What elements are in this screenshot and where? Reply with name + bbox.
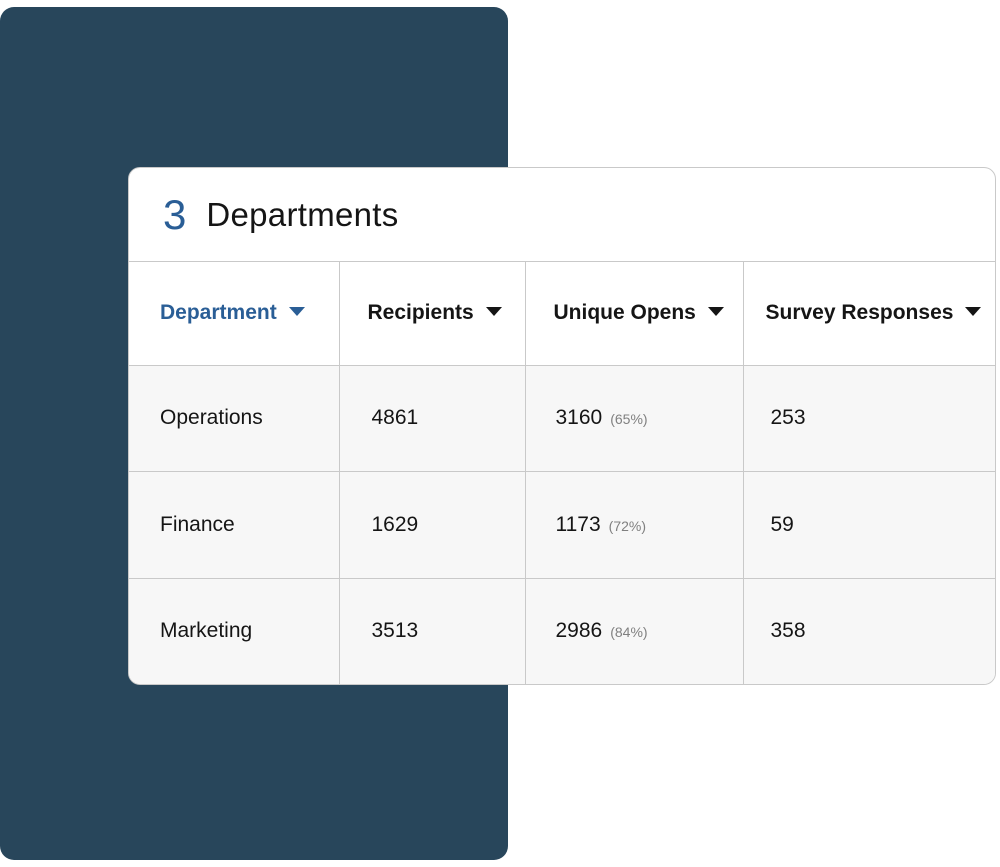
cell-department: Marketing (129, 578, 340, 684)
card-header: 3 Departments (129, 168, 995, 262)
opens-value: 2986 (555, 619, 603, 643)
cell-recipients: 4861 (339, 365, 526, 472)
table-header-row: Department Recipients Unique Opens Surve… (129, 262, 995, 366)
cell-recipients: 3513 (339, 578, 526, 684)
cell-unique-opens: 2986 (84%) (525, 578, 744, 684)
card-title: Departments (206, 196, 399, 233)
caret-down-icon (485, 307, 502, 317)
opens-value: 3160 (555, 406, 603, 429)
table-row: Operations 4861 3160 (65%) 253 (129, 365, 995, 472)
opens-value: 1173 (555, 512, 601, 536)
cell-unique-opens: 1173 (72%) (525, 471, 744, 579)
column-header-label: Department (160, 301, 277, 325)
cell-unique-opens: 3160 (65%) (525, 365, 744, 472)
column-header-label: Unique Opens (553, 301, 696, 325)
opens-percentage: (72%) (608, 517, 647, 534)
table-row: Marketing 3513 2986 (84%) 358 (129, 578, 995, 684)
cell-recipients: 1629 (339, 471, 526, 579)
column-header-department[interactable]: Department (129, 262, 340, 366)
column-header-label: Survey Responses (765, 301, 954, 325)
cell-survey-responses: 253 (743, 365, 995, 472)
caret-down-icon (288, 307, 305, 317)
cell-survey-responses: 358 (743, 578, 995, 684)
cell-department: Finance (129, 471, 340, 579)
cell-survey-responses: 59 (743, 471, 995, 579)
table-row: Finance 1629 1173 (72%) 59 (129, 471, 995, 579)
column-header-recipients[interactable]: Recipients (339, 262, 526, 366)
opens-percentage: (84%) (610, 624, 648, 641)
caret-down-icon (965, 307, 982, 317)
column-header-survey-responses[interactable]: Survey Responses (743, 262, 995, 366)
column-header-label: Recipients (367, 301, 474, 325)
departments-card: 3 Departments Department Recipients Uniq… (128, 167, 996, 685)
column-header-unique-opens[interactable]: Unique Opens (525, 262, 744, 366)
cell-department: Operations (129, 365, 340, 472)
department-count: 3 (163, 190, 187, 238)
caret-down-icon (707, 307, 724, 317)
departments-table: Department Recipients Unique Opens Surve… (129, 262, 995, 684)
opens-percentage: (65%) (610, 411, 648, 427)
